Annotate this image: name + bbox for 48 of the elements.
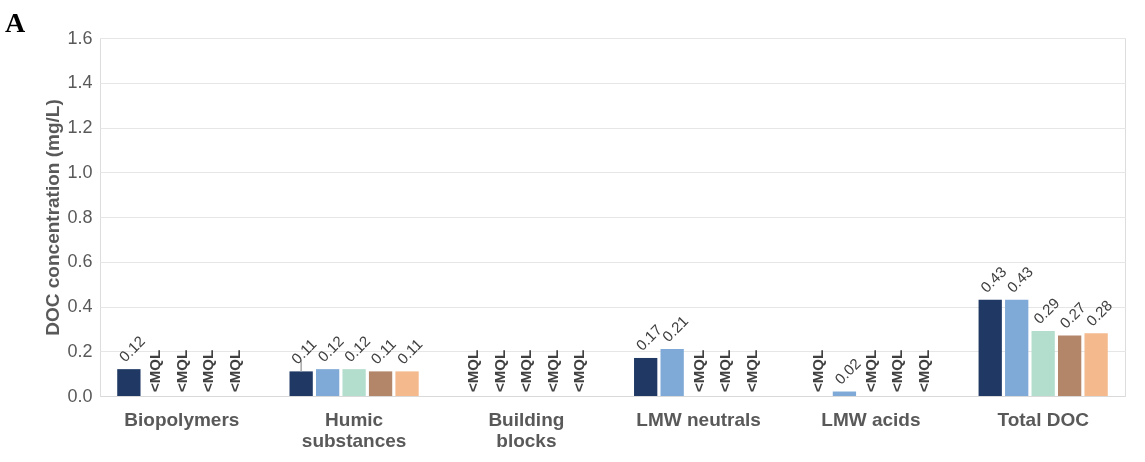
text: <MQL	[543, 349, 561, 392]
text: <MQL	[808, 349, 826, 392]
bar	[395, 371, 419, 396]
data-label: 0.02	[830, 354, 864, 388]
data-label: 0.12	[115, 332, 149, 365]
y-tick-label: 1.6	[67, 27, 93, 48]
x-tick-label: Humic substances	[301, 408, 407, 451]
bar	[634, 357, 658, 396]
x-tick-label: Biopolymers	[124, 408, 240, 430]
y-tick-label: 0.2	[67, 340, 93, 361]
text: <MQL	[914, 349, 932, 392]
y-tick-label: 1.2	[67, 117, 93, 137]
text: <MQL	[570, 349, 588, 392]
bar	[1031, 331, 1055, 396]
y-tick-label: 0.0	[67, 385, 93, 406]
text: A	[5, 7, 26, 38]
text: <MQL	[689, 349, 707, 392]
y-tick-label: 0.6	[67, 251, 93, 272]
x-tick-label: Building blocks	[488, 408, 565, 451]
x-tick-label: Total DOC	[997, 408, 1090, 430]
bar	[289, 371, 313, 396]
bar	[978, 299, 1002, 396]
text: <MQL	[742, 349, 760, 392]
bar	[368, 371, 393, 396]
text: <MQL	[464, 349, 482, 392]
x-tick-label: LMW acids	[821, 408, 921, 430]
text: <MQL	[490, 349, 508, 392]
text: <MQL	[146, 349, 164, 392]
x-tick-label: LMW neutrals	[636, 408, 761, 430]
text: <MQL	[716, 349, 734, 392]
bar	[660, 349, 684, 396]
bar	[1005, 299, 1029, 396]
bar	[1084, 333, 1108, 396]
bar	[117, 369, 141, 396]
bar	[315, 369, 340, 396]
text: <MQL	[861, 349, 879, 392]
bar	[1058, 335, 1082, 396]
text: <MQL	[888, 349, 906, 392]
bar	[342, 369, 366, 396]
y-axis-title: DOC concentration (mg/L)	[42, 99, 64, 336]
y-tick-label: 0.4	[67, 296, 93, 316]
text: <MQL	[172, 349, 190, 392]
text: <MQL	[517, 349, 535, 392]
y-tick-label: 0.8	[67, 206, 93, 227]
text: <MQL	[225, 349, 243, 392]
y-tick-label: 1.0	[67, 161, 93, 182]
y-tick-label: 1.4	[67, 72, 93, 93]
text: <MQL	[199, 349, 217, 392]
